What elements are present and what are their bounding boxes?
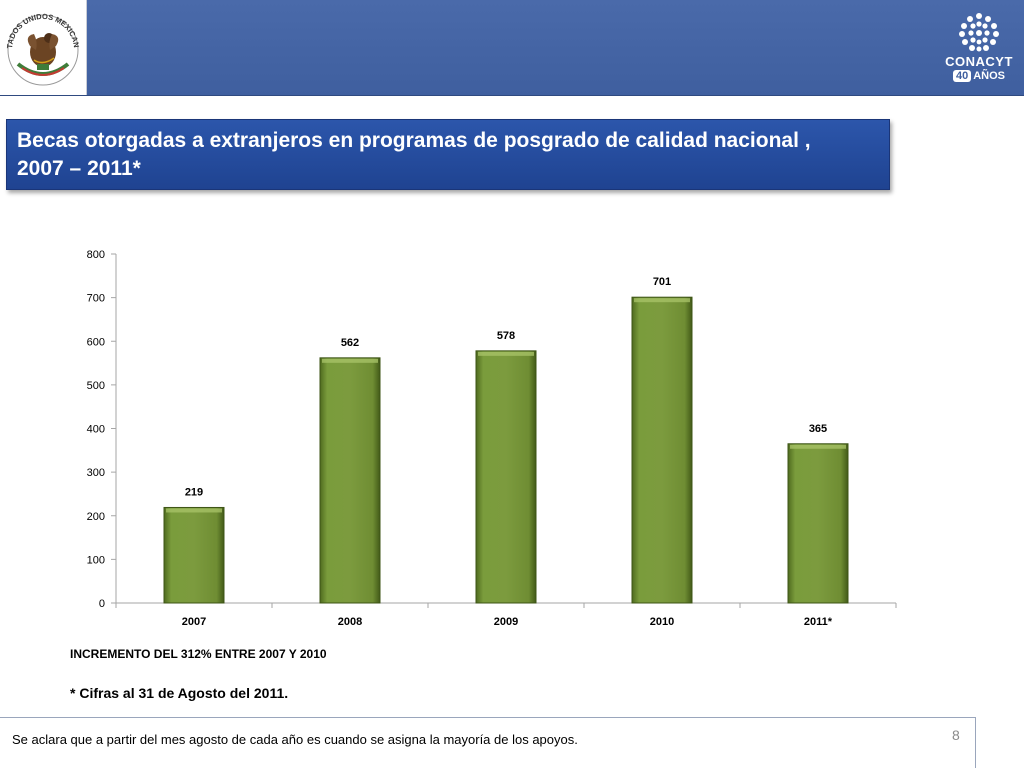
bar-2008 bbox=[319, 357, 381, 604]
y-tick-label: 300 bbox=[87, 467, 105, 479]
bar-chart: 0 100 200 300 400 500 600 700 800 219 2007 562 2008… bbox=[87, 249, 897, 628]
bar-2009 bbox=[475, 350, 537, 604]
bar-highlight bbox=[322, 358, 378, 363]
conacyt-dots-logo-icon bbox=[959, 13, 999, 52]
y-tick-label: 100 bbox=[87, 554, 105, 566]
x-tick-label: 2011* bbox=[804, 616, 833, 628]
bar-2007 bbox=[163, 506, 225, 604]
x-tick-label: 2010 bbox=[650, 616, 674, 628]
mexico-coat-of-arms-icon: ESTADOS UNIDOS MEXICANOS bbox=[4, 6, 81, 86]
brand-years-word: AÑOS bbox=[973, 70, 1006, 82]
y-tick-label: 0 bbox=[99, 598, 105, 610]
increase-note: INCREMENTO DEL 312% ENTRE 2007 Y 2010 bbox=[70, 647, 327, 661]
seal-box: ESTADOS UNIDOS MEXICANOS bbox=[0, 0, 87, 95]
y-tick-label: 500 bbox=[87, 380, 105, 392]
y-tick-label: 600 bbox=[87, 336, 105, 348]
footer-divider bbox=[0, 717, 975, 718]
brand-years-number: 40 bbox=[952, 70, 972, 82]
footer-note: Se aclara que a partir del mes agosto de… bbox=[12, 732, 578, 747]
bar-data-label: 219 bbox=[185, 486, 203, 498]
bar-2011-est bbox=[787, 443, 849, 604]
bar-highlight bbox=[478, 351, 534, 356]
conacyt-brand: CONACYT 40 AÑOS bbox=[944, 12, 1014, 92]
bar-highlight bbox=[166, 508, 222, 513]
chart-labels: 219 2007 562 2008 578 2009 701 2010 365 2011* bbox=[182, 276, 833, 628]
y-tick-label: 200 bbox=[87, 511, 105, 523]
x-tick-label: 2009 bbox=[494, 616, 518, 628]
slide-title-line1: Becas otorgadas a extranjeros en program… bbox=[17, 129, 811, 152]
brand-anniversary: 40 AÑOS bbox=[944, 70, 1014, 82]
slide-title-line2: 2007 – 2011* bbox=[17, 157, 141, 180]
slide-title: Becas otorgadas a extranjeros en program… bbox=[17, 127, 879, 183]
y-tick-label: 800 bbox=[87, 249, 105, 261]
bar-highlight bbox=[790, 444, 846, 449]
bar-data-label: 562 bbox=[341, 337, 359, 349]
date-footnote: * Cifras al 31 de Agosto del 2011. bbox=[70, 685, 289, 701]
chart-bars bbox=[163, 296, 849, 604]
header-bar: ESTADOS UNIDOS MEXICANOS bbox=[0, 0, 1024, 96]
bar-data-label: 578 bbox=[497, 330, 515, 342]
y-tick-label: 400 bbox=[87, 424, 105, 436]
slide-title-box: Becas otorgadas a extranjeros en program… bbox=[6, 119, 890, 190]
y-tick-label: 700 bbox=[87, 293, 105, 305]
bar-data-label: 701 bbox=[653, 276, 671, 288]
brand-name: CONACYT bbox=[945, 54, 1013, 69]
x-tick-label: 2008 bbox=[338, 616, 362, 628]
page-number: 8 bbox=[952, 727, 960, 743]
bar-highlight bbox=[634, 298, 690, 303]
bar-2010 bbox=[631, 296, 693, 604]
bar-data-label: 365 bbox=[809, 423, 827, 435]
chart-axes: 0 100 200 300 400 500 600 700 800 bbox=[87, 249, 897, 610]
footer-vertical-divider bbox=[975, 717, 976, 768]
x-tick-label: 2007 bbox=[182, 616, 206, 628]
